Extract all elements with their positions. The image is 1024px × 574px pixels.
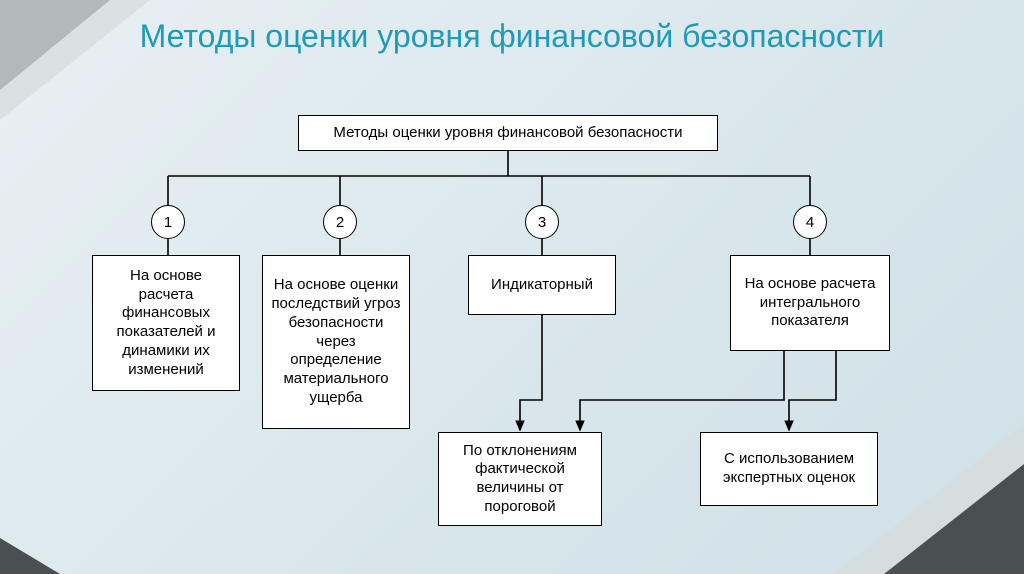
- corner-decoration: [0, 532, 70, 574]
- sub-box-expert: С использованием экспертных оценок: [700, 432, 878, 506]
- slide-title: Методы оценки уровня финансовой безопасн…: [0, 18, 1024, 55]
- sub-box-deviation: По отклонениям фактической величины от п…: [438, 432, 602, 526]
- corner-decoration: [864, 454, 1024, 574]
- method-box-3: Индикаторный: [468, 255, 616, 315]
- number-circle-3: 3: [525, 205, 559, 239]
- number-circle-1: 1: [151, 205, 185, 239]
- method-box-2: На основе оценки последствий угроз безоп…: [262, 255, 410, 429]
- slide: Методы оценки уровня финансовой безопасн…: [0, 0, 1024, 574]
- root-box: Методы оценки уровня финансовой безопасн…: [298, 115, 718, 151]
- number-circle-2: 2: [323, 205, 357, 239]
- method-box-1: На основе расчета финансовых показателей…: [92, 255, 240, 391]
- number-circle-4: 4: [793, 205, 827, 239]
- method-box-4: На основе расчета интегрального показате…: [730, 255, 890, 351]
